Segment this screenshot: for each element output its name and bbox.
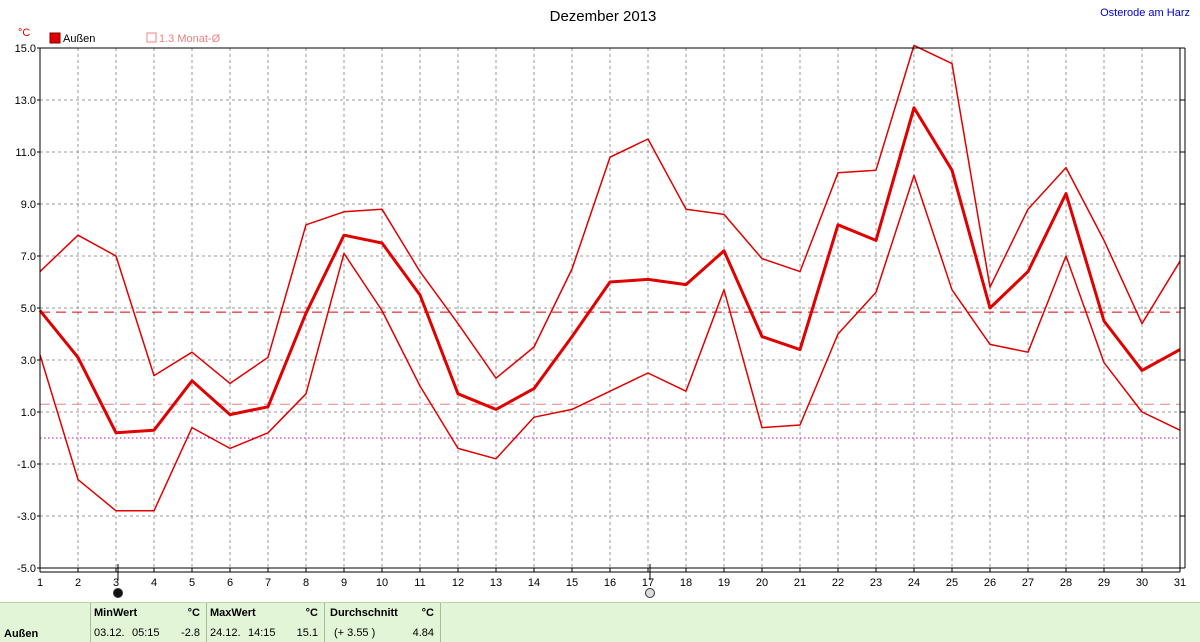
stats-label-cell — [0, 603, 91, 642]
x-tick-label-18: 19 — [718, 577, 730, 589]
x-tick-label-0: 1 — [37, 577, 43, 589]
x-tick-label-22: 23 — [870, 577, 882, 589]
temperature-chart: -5.0-3.0-1.01.03.05.07.09.011.013.015.0 … — [15, 7, 1190, 598]
stats-avg-unit: °C — [421, 607, 434, 619]
x-tick-label-14: 15 — [566, 577, 578, 589]
stats-min-cell: MinWert °C 03.12. 05:15 -2.8 — [90, 603, 207, 642]
x-tick-label-13: 14 — [528, 577, 540, 589]
stats-max-date: 24.12. — [210, 627, 241, 639]
x-tick-label-4: 5 — [189, 577, 195, 589]
stats-max-unit: °C — [305, 607, 318, 619]
x-tick-label-2: 3 — [113, 577, 119, 589]
stats-min-value: -2.8 — [181, 627, 200, 639]
y-tick-label-7: 9.0 — [21, 199, 36, 211]
series-line-avg — [38, 106, 1181, 435]
reference-lines — [40, 311, 1180, 439]
x-tick-label-29: 30 — [1136, 577, 1148, 589]
stats-avg-cell: Durchschnitt °C (+ 3.55 ) 4.84 — [324, 603, 441, 642]
x-tick-label-7: 8 — [303, 577, 309, 589]
x-tick-label-15: 16 — [604, 577, 616, 589]
x-tick-label-17: 18 — [680, 577, 692, 589]
x-tick-label-11: 12 — [452, 577, 464, 589]
legend-swatch-filled — [49, 32, 61, 44]
stats-min-title: MinWert — [94, 607, 138, 619]
x-tick-label-21: 22 — [832, 577, 844, 589]
x-tick-label-30: 31 — [1174, 577, 1186, 589]
x-tick-label-26: 27 — [1022, 577, 1034, 589]
stats-max-title: MaxWert — [210, 607, 256, 619]
stats-min-date: 03.12. — [94, 627, 125, 639]
x-tick-label-28: 29 — [1098, 577, 1110, 589]
legend-label-0: Außen — [63, 33, 95, 45]
statistics-bar: Außen MinWert °C 03.12. 05:15 -2.8 MaxWe… — [0, 602, 1200, 642]
y-tick-label-9: 13.0 — [15, 95, 36, 107]
x-tick-label-27: 28 — [1060, 577, 1072, 589]
x-tick-label-16: 17 — [642, 577, 654, 589]
y-tick-label-1: -3.0 — [17, 511, 36, 523]
x-tick-labels: 1 2 3 4 5 6 7 8 9 10 11 12 13 14 15 16 17 18 19 20 21 22 23 24 2… — [37, 577, 1186, 589]
x-tick-label-25: 26 — [984, 577, 996, 589]
series-line-max — [39, 44, 1181, 385]
y-tick-labels: -5.0 -3.0 -1.0 1.0 3.0 5.0 7.0 9.0 11.0 13.0 15.0 — [15, 43, 36, 575]
y-tick-label-3: 1.0 — [21, 407, 36, 419]
stats-max-time: 14:15 — [248, 627, 276, 639]
grid-lines — [39, 47, 1181, 569]
stats-min-unit: °C — [187, 607, 200, 619]
legend-label-1: 1.3 Monat-Ø — [159, 33, 221, 45]
y-tick-label-5: 5.0 — [21, 303, 36, 315]
y-tick-label-4: 3.0 — [21, 355, 36, 367]
stats-max-cell: MaxWert °C 24.12. 14:15 15.1 — [206, 603, 325, 642]
stats-max-value: 15.1 — [296, 627, 318, 639]
chart-title: Dezember 2013 — [550, 8, 657, 25]
x-tick-label-9: 10 — [376, 577, 388, 589]
legend: Außen 1.3 Monat-Ø — [49, 32, 221, 45]
y-tick-label-10: 15.0 — [15, 43, 36, 55]
stats-avg-title: Durchschnitt — [330, 607, 398, 619]
x-tick-label-19: 20 — [756, 577, 768, 589]
stats-avg-value: 4.84 — [412, 627, 434, 639]
x-tick-label-3: 4 — [151, 577, 157, 589]
y-tick-label-2: -1.0 — [17, 459, 36, 471]
full-moon-icon — [645, 588, 655, 598]
new-moon-icon — [113, 588, 123, 598]
y-tick-label-6: 7.0 — [21, 251, 36, 263]
x-tick-label-10: 11 — [414, 577, 425, 589]
stats-avg-delta: (+ 3.55 ) — [334, 627, 376, 639]
x-tick-label-1: 2 — [75, 577, 81, 589]
y-tick-label-8: 11.0 — [15, 147, 36, 159]
x-tick-label-6: 7 — [265, 577, 271, 589]
location-label: Osterode am Harz — [1100, 7, 1190, 19]
x-tick-label-12: 13 — [490, 577, 502, 589]
y-axis-unit: °C — [18, 27, 30, 39]
x-tick-label-23: 24 — [908, 577, 920, 589]
legend-swatch-outline — [146, 32, 157, 43]
series-line-min — [39, 174, 1181, 512]
y-tick-label-0: -5.0 — [17, 563, 36, 575]
moon-markers — [113, 564, 655, 598]
stats-min-time: 05:15 — [132, 627, 160, 639]
x-tick-label-20: 21 — [794, 577, 806, 589]
axes — [37, 47, 1186, 573]
x-tick-label-5: 6 — [227, 577, 233, 589]
stats-series-label: Außen — [4, 628, 39, 640]
x-tick-label-24: 25 — [946, 577, 958, 589]
series-lines — [38, 44, 1181, 512]
x-tick-label-8: 9 — [341, 577, 347, 589]
